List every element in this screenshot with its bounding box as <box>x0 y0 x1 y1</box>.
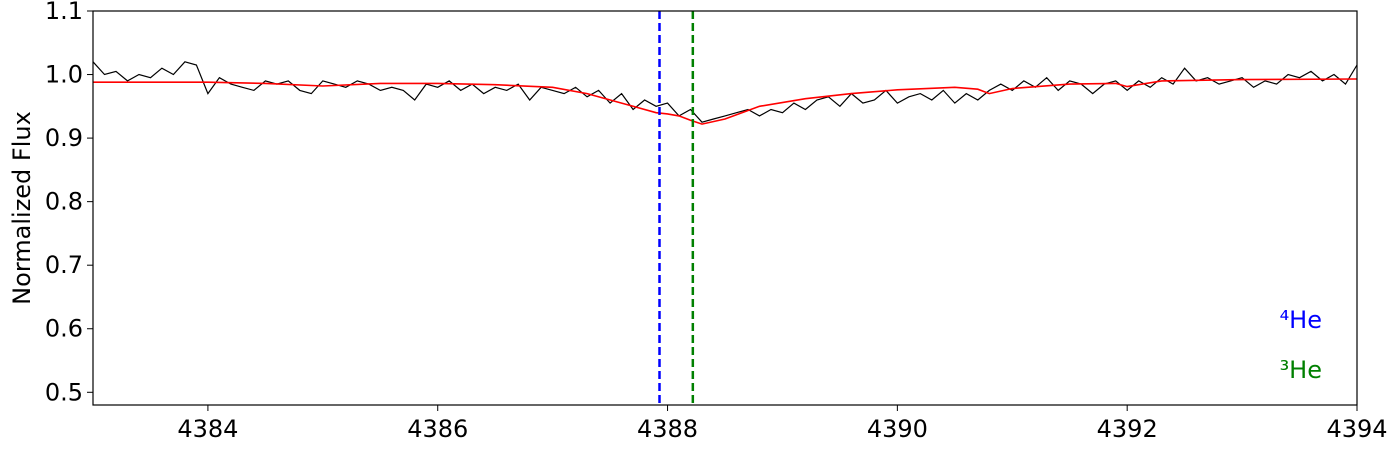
x-tick-label: 4384 <box>177 415 238 443</box>
legend-label: ⁴He <box>1280 306 1322 334</box>
y-tick-label: 1.0 <box>45 61 83 89</box>
y-axis-label: Normalized Flux <box>8 111 36 305</box>
x-tick-label: 4392 <box>1097 415 1158 443</box>
legend-label: ³He <box>1280 356 1322 384</box>
x-tick-label: 4390 <box>867 415 928 443</box>
x-tick-label: 4386 <box>407 415 468 443</box>
y-tick-label: 0.7 <box>45 251 83 279</box>
x-tick-label: 4388 <box>637 415 698 443</box>
data-line <box>93 78 1358 125</box>
y-tick-label: 0.8 <box>45 188 83 216</box>
y-tick-label: 0.9 <box>45 124 83 152</box>
y-tick-label: 1.1 <box>45 0 83 25</box>
data-line <box>92 61 1358 123</box>
plot-frame <box>92 10 1358 406</box>
y-tick-label: 0.6 <box>45 315 83 343</box>
x-tick-label: 4394 <box>1326 415 1387 443</box>
y-tick-label: 0.5 <box>45 378 83 406</box>
